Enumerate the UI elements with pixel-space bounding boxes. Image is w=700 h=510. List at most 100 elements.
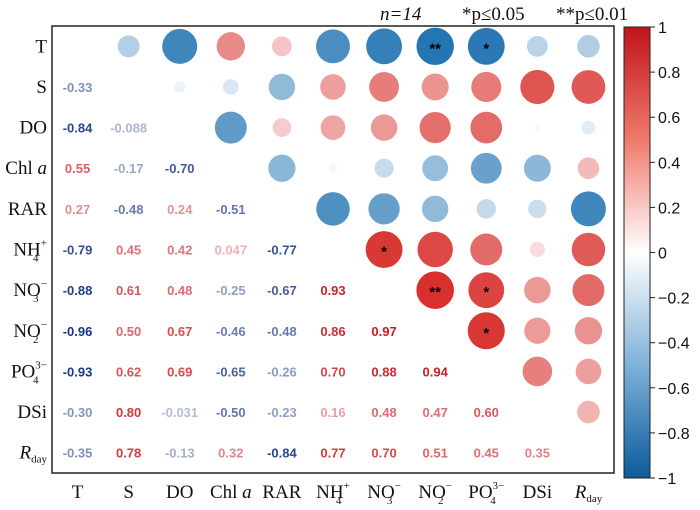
corr-circle-0-2 [162, 28, 198, 64]
colorbar-tick-label: −1 [658, 471, 676, 488]
corr-circle-2-3 [214, 111, 247, 144]
corr-circle-4-8 [476, 199, 497, 219]
corr-circle-0-9 [526, 35, 548, 57]
corr-value-8-7: 0.94 [423, 364, 449, 379]
corr-circle-1-2 [174, 81, 186, 93]
corr-circle-5-7 [417, 231, 453, 268]
corr-circle-0-8 [467, 27, 505, 65]
legend-p01: **p≤0.01 [556, 4, 628, 25]
row-label-7: NO− 2 [13, 319, 47, 346]
corr-circle-1-10 [571, 70, 606, 104]
corr-value-10-8: 0.45 [474, 446, 499, 461]
significance-mark: * [381, 244, 387, 261]
corr-circle-1-7 [421, 73, 449, 101]
corr-value-10-3: 0.32 [218, 446, 243, 461]
corr-circle-1-6 [369, 72, 400, 102]
corr-value-5-4: -0.77 [267, 243, 297, 258]
corr-circle-5-9 [529, 241, 546, 258]
corr-value-7-4: -0.48 [267, 324, 297, 339]
corr-circle-1-8 [471, 71, 502, 102]
corr-circle-3-8 [470, 152, 502, 184]
row-label-2: DO [20, 118, 47, 139]
corr-value-2-0: -0.84 [63, 121, 93, 136]
colorbar-tick-label: −0.2 [658, 291, 690, 308]
corr-value-3-0: 0.55 [65, 161, 90, 176]
col-label-5: NH+ 4 [316, 480, 350, 507]
y-axis-labels: TS DO Chl a RAR NH+ 4 NO− 3 NO− 2 PO3− 4 DSi Rday [5, 36, 47, 465]
col-label-6: NO− 3 [367, 480, 401, 507]
corr-circle-5-6 [365, 231, 403, 268]
corr-value-10-0: -0.35 [63, 446, 93, 461]
corr-circle-4-5 [316, 192, 350, 226]
corr-value-5-0: -0.79 [63, 243, 93, 258]
corr-value-1-0: -0.33 [63, 80, 93, 95]
row-label-3: Chl a [5, 158, 47, 179]
corr-value-7-0: -0.96 [63, 324, 93, 339]
significance-mark: * [483, 325, 489, 342]
colorbar-tick-label: 0.4 [658, 155, 680, 172]
corr-value-5-3: 0.047 [215, 243, 248, 258]
corr-value-5-1: 0.45 [116, 243, 141, 258]
corr-value-7-6: 0.97 [371, 324, 396, 339]
corr-circle-0-1 [117, 35, 140, 58]
matrix-frame [51, 25, 615, 474]
corr-circle-2-7 [419, 111, 451, 144]
corr-circle-1-3 [222, 79, 239, 95]
colorbar-tick-label: −0.8 [658, 426, 690, 443]
corr-circle-6-9 [524, 276, 551, 304]
corr-value-9-3: -0.50 [216, 405, 246, 420]
corr-value-8-6: 0.88 [371, 364, 396, 379]
corr-value-4-2: 0.24 [167, 202, 193, 217]
corr-circle-0-5 [316, 29, 350, 64]
corr-circle-2-8 [470, 111, 503, 144]
colorbar-gradient [623, 26, 651, 479]
corr-value-8-1: 0.62 [116, 364, 141, 379]
corr-circle-6-7 [416, 271, 454, 309]
corr-value-3-2: -0.70 [165, 161, 195, 176]
corr-circle-4-6 [368, 193, 400, 225]
corr-value-9-5: 0.16 [320, 405, 345, 420]
corr-circle-7-8 [467, 312, 505, 350]
corr-circle-3-7 [422, 155, 449, 182]
col-label-8: PO3− 4 [468, 480, 504, 507]
corr-circle-7-10 [574, 317, 603, 345]
row-label-6: NO− 3 [13, 278, 47, 305]
corr-circle-8-9 [522, 356, 553, 387]
corr-value-10-5: 0.77 [320, 446, 345, 461]
row-label-5: NH+ 4 [13, 238, 47, 265]
significance-legend: n=14 *p≤0.05 **p≤0.01 [380, 4, 628, 25]
row-label-8: PO3− 4 [11, 359, 47, 386]
corr-circle-0-4 [271, 36, 292, 57]
corr-value-7-1: 0.50 [116, 324, 141, 339]
col-label-3: Chl a [210, 482, 252, 503]
corr-value-7-2: 0.67 [167, 324, 192, 339]
row-label-1: S [36, 77, 47, 98]
significance-mark: ** [429, 40, 441, 57]
row-label-0: T [35, 36, 47, 57]
corr-circle-4-7 [421, 195, 449, 223]
significance-mark: * [483, 40, 489, 57]
corr-circle-0-3 [216, 32, 245, 61]
colorbar-tick-label: −0.4 [658, 336, 690, 353]
colorbar-tick-label: 0 [658, 246, 667, 263]
x-axis-labels: T S DO Chl a RAR NH+ 4 NO− 3 NO− 2 PO3− 4 DSi Rday [72, 480, 603, 507]
colorbar-tick-label: 0.2 [658, 200, 680, 217]
corr-circle-1-9 [520, 69, 555, 105]
significance-mark: ** [429, 284, 441, 301]
col-label-4: RAR [262, 482, 301, 503]
corr-value-10-6: 0.70 [371, 446, 396, 461]
corr-value-6-4: -0.67 [267, 283, 297, 298]
corr-value-10-2: -0.13 [165, 446, 195, 461]
corr-value-6-2: 0.48 [167, 283, 192, 298]
corr-value-4-3: -0.51 [216, 202, 246, 217]
corr-value-9-8: 0.60 [474, 405, 499, 420]
corr-circle-6-8 [468, 272, 505, 309]
corr-circle-2-9 [534, 124, 541, 131]
corr-value-4-1: -0.48 [114, 202, 144, 217]
corr-value-5-2: 0.42 [167, 243, 192, 258]
corr-value-10-4: -0.84 [267, 446, 297, 461]
corr-circle-4-10 [570, 191, 606, 227]
corr-circle-3-6 [374, 158, 394, 178]
col-label-7: NO− 2 [418, 480, 452, 507]
row-label-9: DSi [17, 402, 47, 423]
